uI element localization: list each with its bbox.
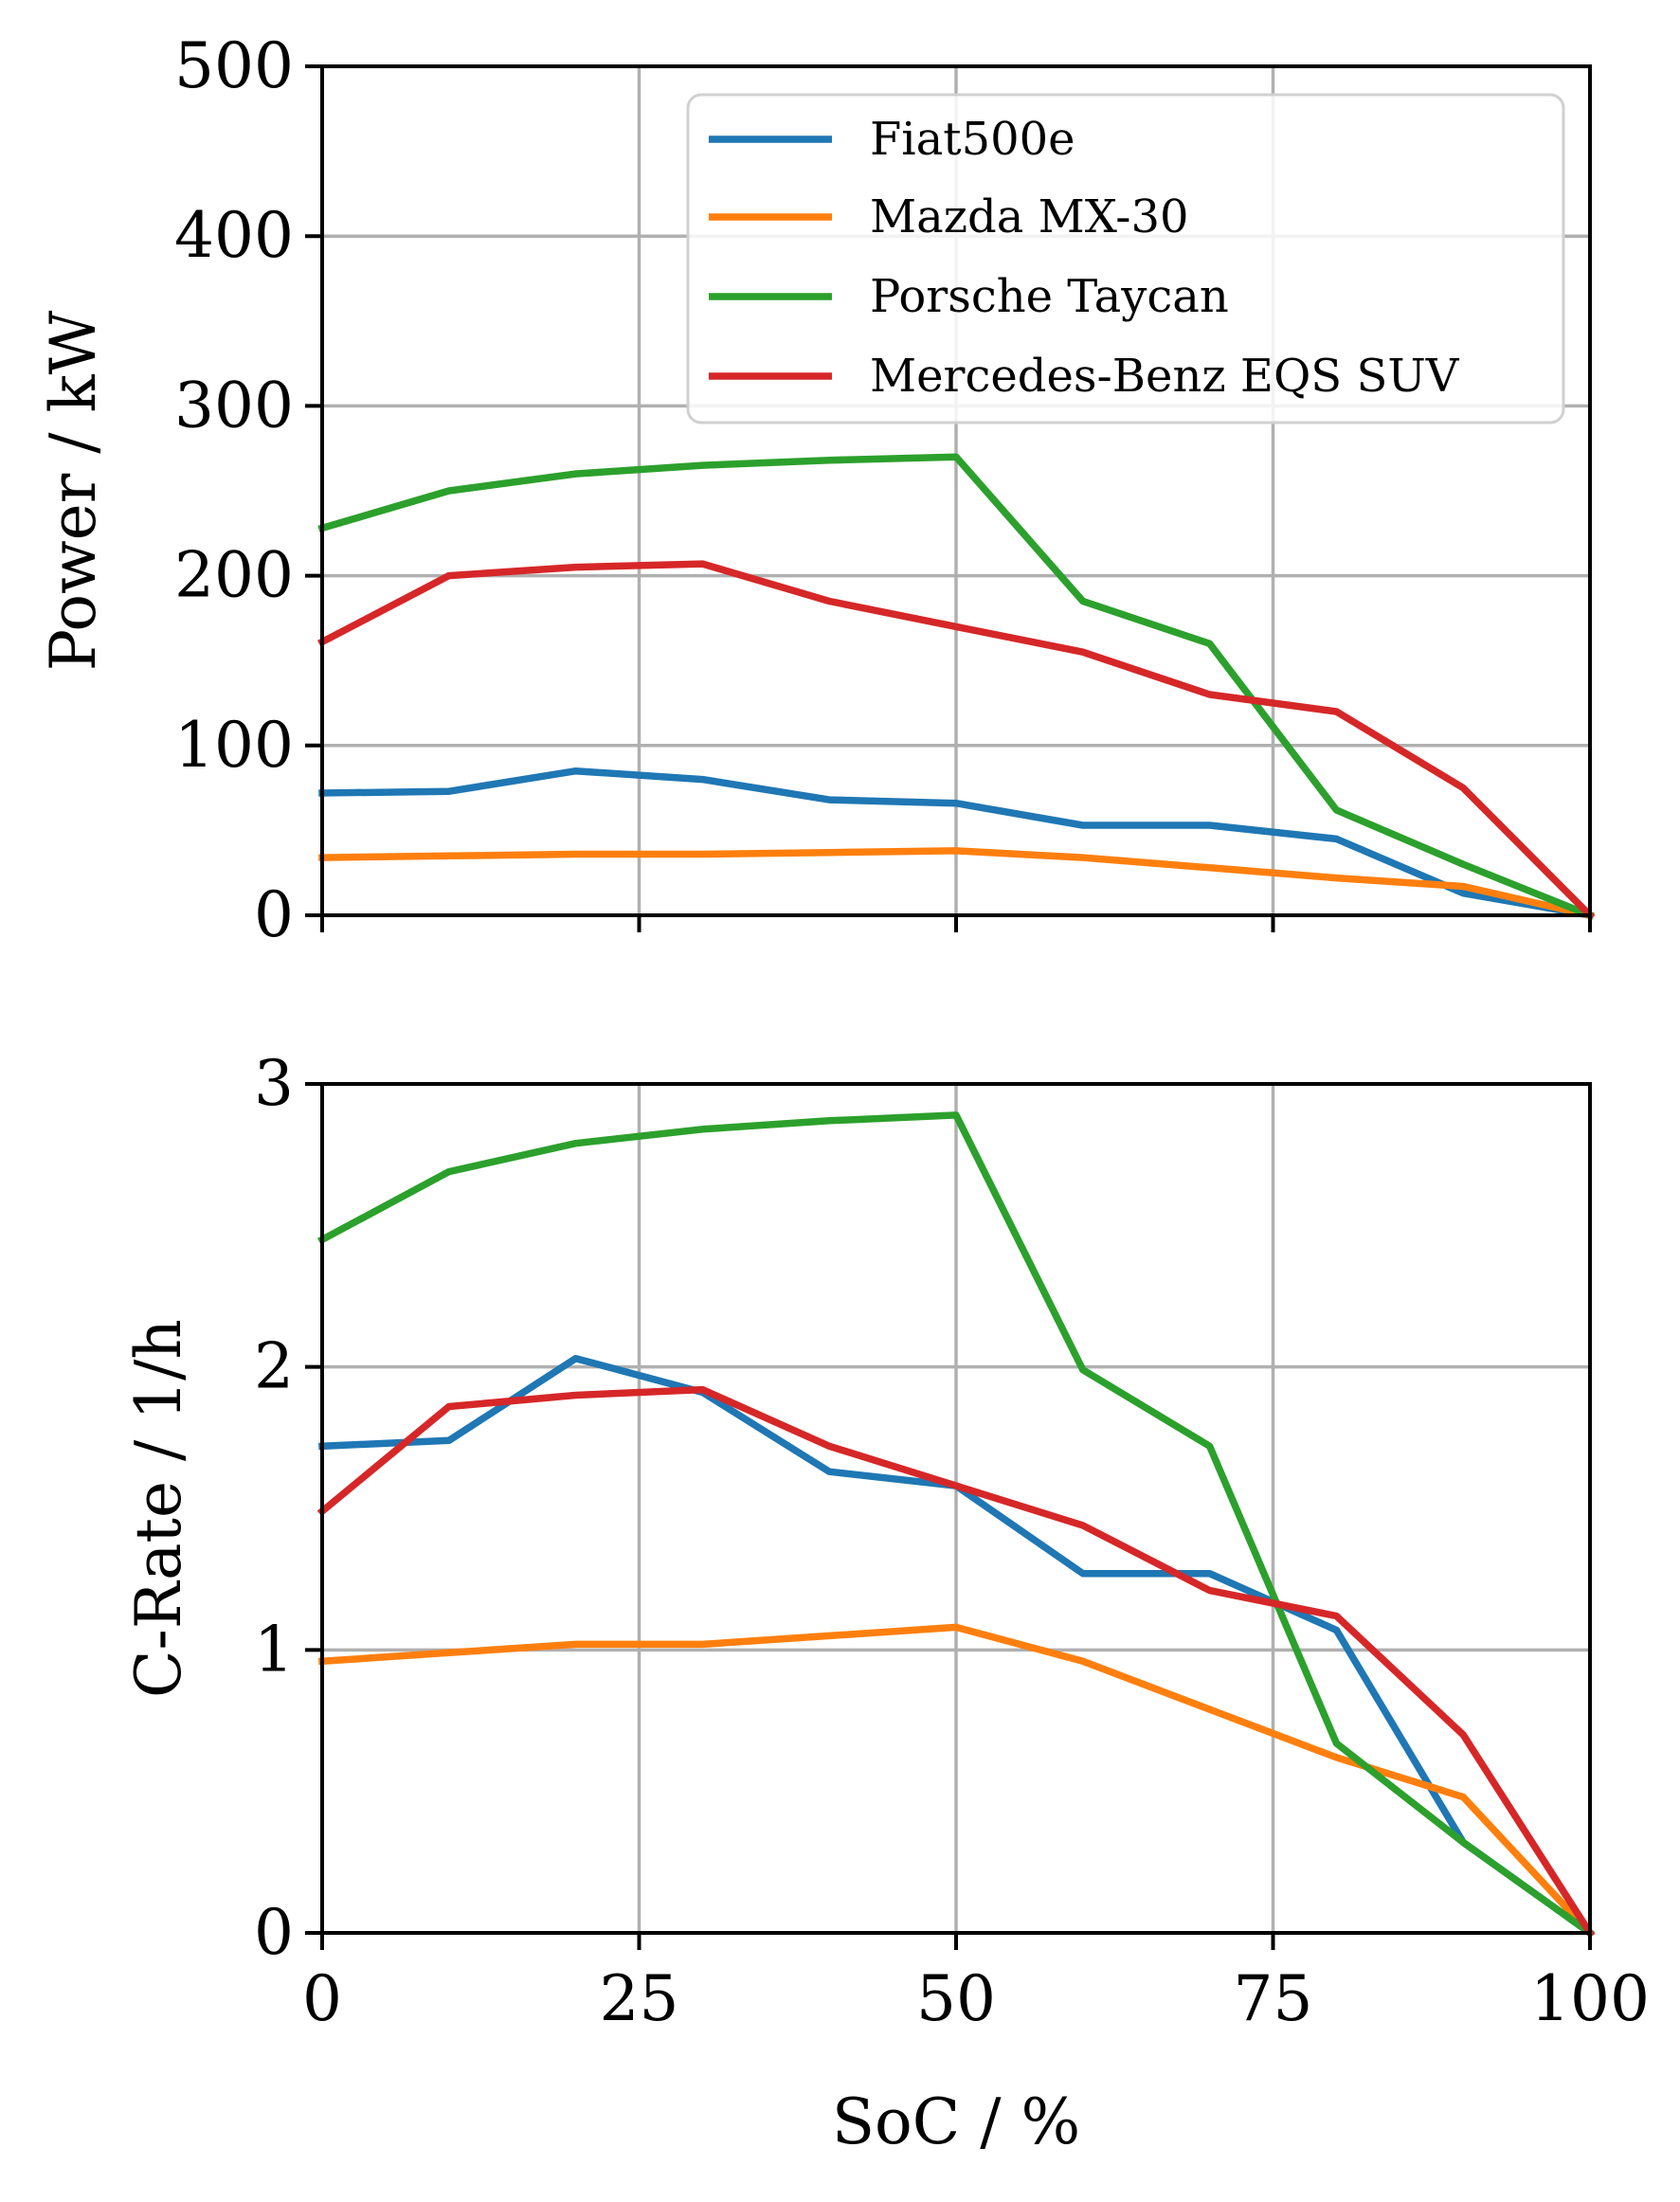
x-axis-title: SoC / % bbox=[832, 2085, 1080, 2158]
c-rate-x-tick-label: 25 bbox=[600, 1962, 679, 2035]
power-y-tick-label: 200 bbox=[174, 539, 294, 612]
power-y-tick-label: 100 bbox=[174, 709, 294, 782]
c-rate-x-tick-label: 0 bbox=[302, 1962, 342, 2035]
legend-label-fiat500e: Fiat500e bbox=[870, 113, 1075, 166]
legend-label-mercedes-benz-eqs-suv: Mercedes-Benz EQS SUV bbox=[870, 350, 1460, 403]
c-rate-line-mazda-mx-30 bbox=[318, 1623, 1596, 1939]
c-rate-y-tick-label: 3 bbox=[254, 1047, 294, 1120]
legend-label-porsche-taycan: Porsche Taycan bbox=[870, 270, 1229, 323]
power-line-mazda-mx-30 bbox=[318, 847, 1595, 920]
c-rate-x-tick-label: 100 bbox=[1530, 1962, 1650, 2035]
c-rate-gridlines bbox=[320, 1082, 1592, 1935]
c-rate-y-tick-label: 0 bbox=[254, 1896, 294, 1969]
c-rate-series-lines bbox=[316, 1111, 1596, 1939]
power-y-tick-label: 500 bbox=[174, 29, 294, 102]
c-rate-y-tick-label: 1 bbox=[254, 1613, 294, 1686]
power-line-mercedes-benz-eqs-suv bbox=[316, 560, 1596, 921]
legend-entry-porsche-taycan: Porsche Taycan bbox=[709, 270, 1229, 323]
c-rate-y-axis-title: C-Rate / 1/h bbox=[122, 1319, 195, 1698]
power-y-tick-label: 300 bbox=[174, 369, 294, 442]
legend-entry-fiat500e: Fiat500e bbox=[709, 113, 1075, 166]
power-chart-panel: 0 100 200 300 400 500 Power / kW Fiat500e Maz… bbox=[37, 29, 1596, 951]
power-axis-ticks: 0 100 200 300 400 500 bbox=[174, 29, 1592, 951]
legend-box bbox=[686, 93, 1565, 424]
power-y-tick-label: 400 bbox=[174, 199, 294, 272]
c-rate-x-tick-label: 50 bbox=[916, 1962, 996, 2035]
power-series-lines bbox=[316, 453, 1596, 921]
c-rate-line-porsche-taycan bbox=[316, 1111, 1596, 1939]
c-rate-line-mercedes-benz-eqs-suv bbox=[316, 1385, 1596, 1939]
power-line-porsche-taycan bbox=[317, 453, 1595, 920]
legend-label-mazda-mx-30: Mazda MX-30 bbox=[870, 190, 1189, 244]
power-y-tick-label: 0 bbox=[254, 878, 294, 951]
legend-entry-mercedes-benz-eqs-suv: Mercedes-Benz EQS SUV bbox=[709, 350, 1460, 403]
c-rate-y-tick-label: 2 bbox=[254, 1330, 294, 1403]
power-line-fiat500e bbox=[318, 767, 1595, 920]
c-rate-axis-ticks: 0 25 50 75 100 0 1 2 3 bbox=[254, 1047, 1650, 2035]
legend-entry-mazda-mx-30: Mazda MX-30 bbox=[709, 190, 1189, 244]
c-rate-x-tick-label: 75 bbox=[1234, 1962, 1313, 2035]
legend: Fiat500e Mazda MX-30 Porsche Taycan Merc… bbox=[686, 93, 1565, 424]
c-rate-chart-panel: 0 25 50 75 100 0 1 2 3 C-Rate / 1/h SoC / % bbox=[122, 1047, 1650, 2158]
power-y-axis-title: Power / kW bbox=[37, 311, 110, 672]
